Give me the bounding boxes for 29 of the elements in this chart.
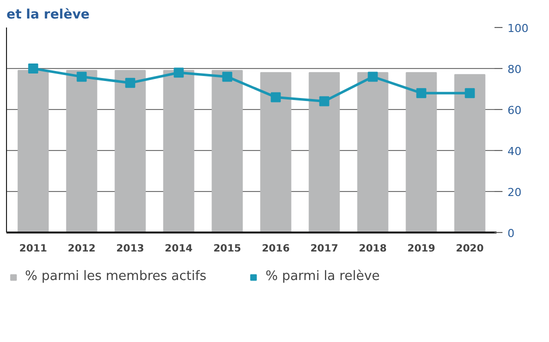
y-tick-label: 40 xyxy=(508,145,522,158)
point xyxy=(125,78,136,88)
x-tick-label: 2018 xyxy=(358,244,387,254)
legend-label: % parmi les membres actifs xyxy=(25,269,206,284)
point xyxy=(174,68,184,78)
y-tick-label: 20 xyxy=(508,186,522,199)
x-tick-label: 2011 xyxy=(19,244,48,254)
y-tick-label: 0 xyxy=(508,227,514,240)
chart-title: et la relève xyxy=(6,8,90,22)
point xyxy=(28,64,38,74)
point xyxy=(416,88,426,98)
x-tick-label: 2017 xyxy=(310,244,338,254)
x-tick-label: 2012 xyxy=(68,244,96,254)
x-tick-label: 2015 xyxy=(213,244,242,254)
point xyxy=(222,72,232,82)
x-tick-label: 2016 xyxy=(262,244,290,254)
y-tick-label: 80 xyxy=(508,63,522,76)
legend-label: % parmi la relève xyxy=(265,269,380,284)
point xyxy=(76,72,87,82)
point xyxy=(319,96,330,106)
point xyxy=(464,88,475,98)
x-tick-label: 2013 xyxy=(116,244,144,254)
x-tick-label: 2014 xyxy=(164,244,193,254)
point xyxy=(368,72,378,82)
point xyxy=(270,92,281,102)
x-tick-label: 2020 xyxy=(456,244,484,254)
y-tick-label: 60 xyxy=(508,104,522,117)
x-tick-label: 2019 xyxy=(407,244,436,254)
y-tick-label: 100 xyxy=(508,22,528,35)
